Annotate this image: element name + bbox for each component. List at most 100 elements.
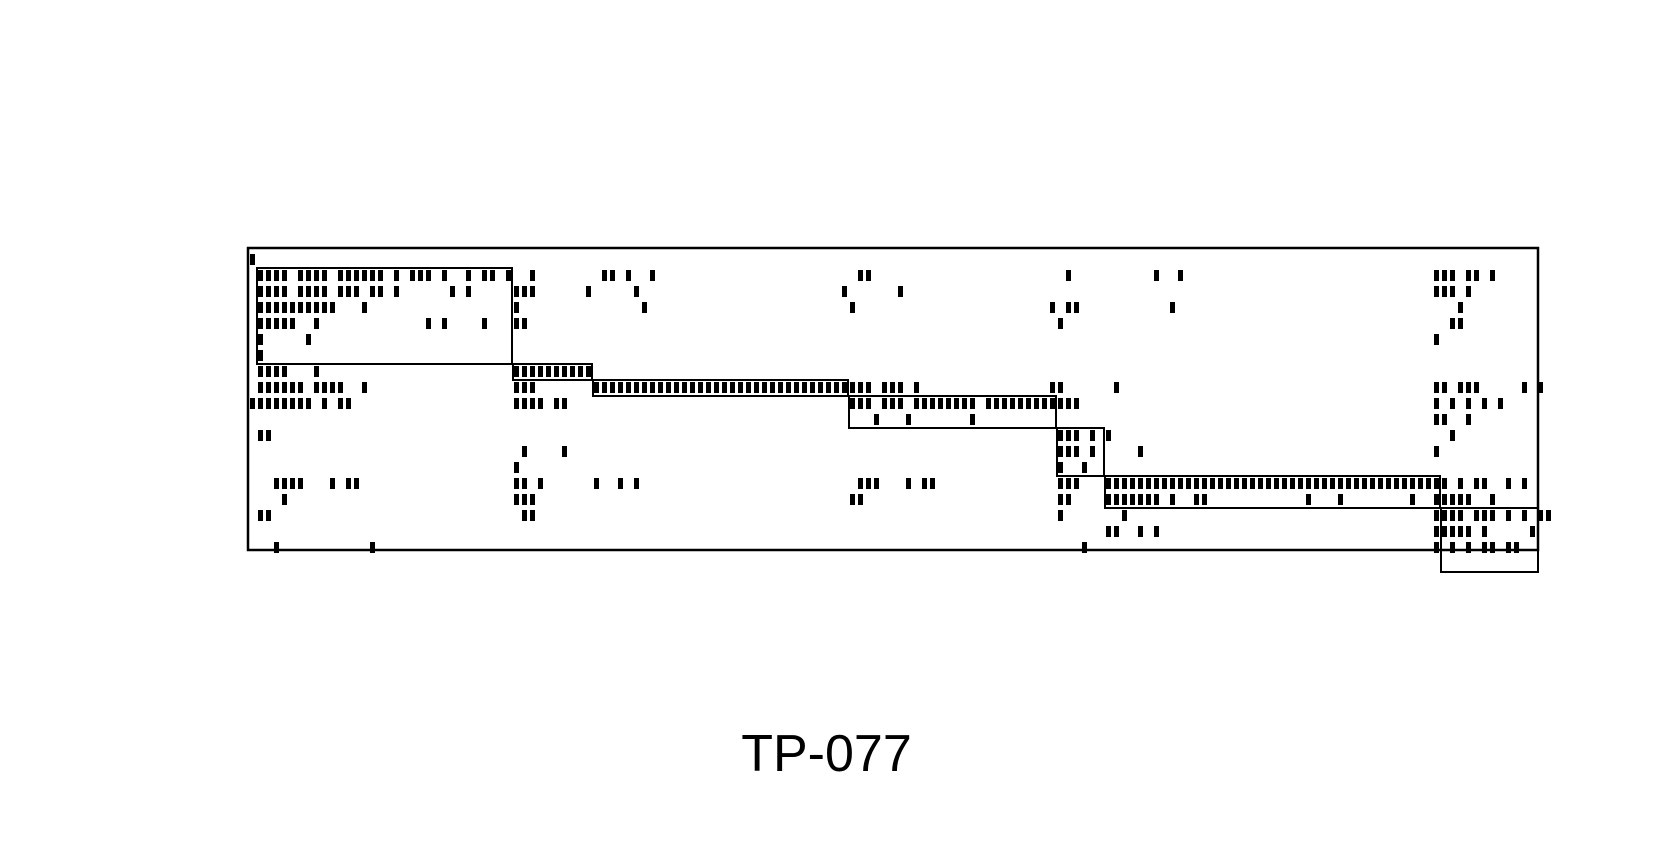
matrix-entry bbox=[450, 286, 455, 297]
matrix-entry bbox=[442, 318, 447, 329]
matrix-entry bbox=[482, 270, 487, 281]
matrix-entry bbox=[626, 382, 631, 393]
matrix-entry bbox=[786, 382, 791, 393]
matrix-entry bbox=[258, 270, 263, 281]
matrix-entry bbox=[314, 286, 319, 297]
matrix-entry bbox=[1426, 478, 1431, 489]
matrix-entry bbox=[746, 382, 751, 393]
matrix-entry bbox=[1434, 382, 1439, 393]
matrix-entry bbox=[298, 398, 303, 409]
matrix-entry bbox=[322, 270, 327, 281]
matrix-entry bbox=[1314, 478, 1319, 489]
matrix-entry bbox=[794, 382, 799, 393]
matrix-entry bbox=[1138, 494, 1143, 505]
matrix-entry bbox=[674, 382, 679, 393]
matrix-entry bbox=[1170, 478, 1175, 489]
matrix-entry bbox=[1458, 510, 1463, 521]
matrix-entry bbox=[634, 478, 639, 489]
matrix-entry bbox=[890, 398, 895, 409]
matrix-entry bbox=[1130, 478, 1135, 489]
matrix-entry bbox=[706, 382, 711, 393]
matrix-entry bbox=[1450, 318, 1455, 329]
matrix-entry bbox=[258, 398, 263, 409]
matrix-entry bbox=[346, 478, 351, 489]
matrix-entry bbox=[1466, 382, 1471, 393]
matrix-entry bbox=[1450, 542, 1455, 553]
matrix-entry bbox=[1506, 478, 1511, 489]
matrix-entry bbox=[650, 382, 655, 393]
matrix-entry bbox=[738, 382, 743, 393]
matrix-entry bbox=[866, 478, 871, 489]
matrix-entry bbox=[266, 382, 271, 393]
matrix-entry bbox=[1074, 446, 1079, 457]
matrix-entry bbox=[1082, 462, 1087, 473]
matrix-entry bbox=[850, 494, 855, 505]
matrix-entry bbox=[1434, 286, 1439, 297]
matrix-entry bbox=[1154, 494, 1159, 505]
matrix-entry bbox=[282, 286, 287, 297]
matrix-entry bbox=[1498, 398, 1503, 409]
matrix-entry bbox=[346, 398, 351, 409]
matrix-entry bbox=[522, 382, 527, 393]
matrix-entry bbox=[274, 382, 279, 393]
matrix-entry bbox=[1130, 494, 1135, 505]
matrix-entry bbox=[530, 398, 535, 409]
matrix-entry bbox=[1058, 478, 1063, 489]
matrix-entry bbox=[1410, 494, 1415, 505]
matrix-entry bbox=[290, 398, 295, 409]
matrix-entry bbox=[1362, 478, 1367, 489]
matrix-entry bbox=[1114, 478, 1119, 489]
matrix-entry bbox=[266, 270, 271, 281]
matrix-entry bbox=[1066, 302, 1071, 313]
matrix-entry bbox=[1338, 494, 1343, 505]
matrix-entry bbox=[1106, 526, 1111, 537]
matrix-entry bbox=[866, 270, 871, 281]
matrix-entry bbox=[1442, 510, 1447, 521]
matrix-entry bbox=[1434, 478, 1439, 489]
matrix-entry bbox=[1490, 494, 1495, 505]
matrix-entry bbox=[858, 382, 863, 393]
matrix-entry bbox=[1290, 478, 1295, 489]
matrix-entry bbox=[394, 286, 399, 297]
matrix-entry bbox=[1202, 478, 1207, 489]
matrix-entry bbox=[522, 286, 527, 297]
matrix-entry bbox=[1338, 478, 1343, 489]
matrix-entry bbox=[610, 382, 615, 393]
matrix-entry bbox=[258, 350, 263, 361]
matrix-entry bbox=[914, 398, 919, 409]
figure-caption: TP-077 bbox=[741, 725, 912, 783]
matrix-entry bbox=[1050, 302, 1055, 313]
matrix-entry bbox=[370, 286, 375, 297]
matrix-entry bbox=[1482, 510, 1487, 521]
matrix-entry bbox=[1122, 510, 1127, 521]
matrix-entry bbox=[514, 478, 519, 489]
matrix-entry bbox=[682, 382, 687, 393]
matrix-entry bbox=[714, 382, 719, 393]
matrix-entry bbox=[1418, 478, 1423, 489]
matrix-entry bbox=[618, 382, 623, 393]
matrix-entry bbox=[1354, 478, 1359, 489]
matrix-entry bbox=[1114, 526, 1119, 537]
matrix-entry bbox=[898, 286, 903, 297]
matrix-entry bbox=[330, 478, 335, 489]
matrix-entry bbox=[1346, 478, 1351, 489]
matrix-entry bbox=[850, 398, 855, 409]
matrix-entry bbox=[858, 494, 863, 505]
matrix-entry bbox=[762, 382, 767, 393]
matrix-entry bbox=[274, 302, 279, 313]
matrix-entry bbox=[842, 286, 847, 297]
matrix-entry bbox=[690, 382, 695, 393]
matrix-entry bbox=[1434, 446, 1439, 457]
matrix-entry bbox=[1114, 494, 1119, 505]
matrix-entry bbox=[298, 270, 303, 281]
matrix-entry bbox=[1370, 478, 1375, 489]
matrix-entry bbox=[1458, 382, 1463, 393]
matrix-entry bbox=[970, 398, 975, 409]
matrix-entry bbox=[1466, 542, 1471, 553]
matrix-entry bbox=[666, 382, 671, 393]
matrix-entry bbox=[1194, 494, 1199, 505]
matrix-entry bbox=[642, 382, 647, 393]
matrix-entry bbox=[522, 510, 527, 521]
matrix-entry bbox=[1058, 430, 1063, 441]
matrix-entry bbox=[1058, 510, 1063, 521]
